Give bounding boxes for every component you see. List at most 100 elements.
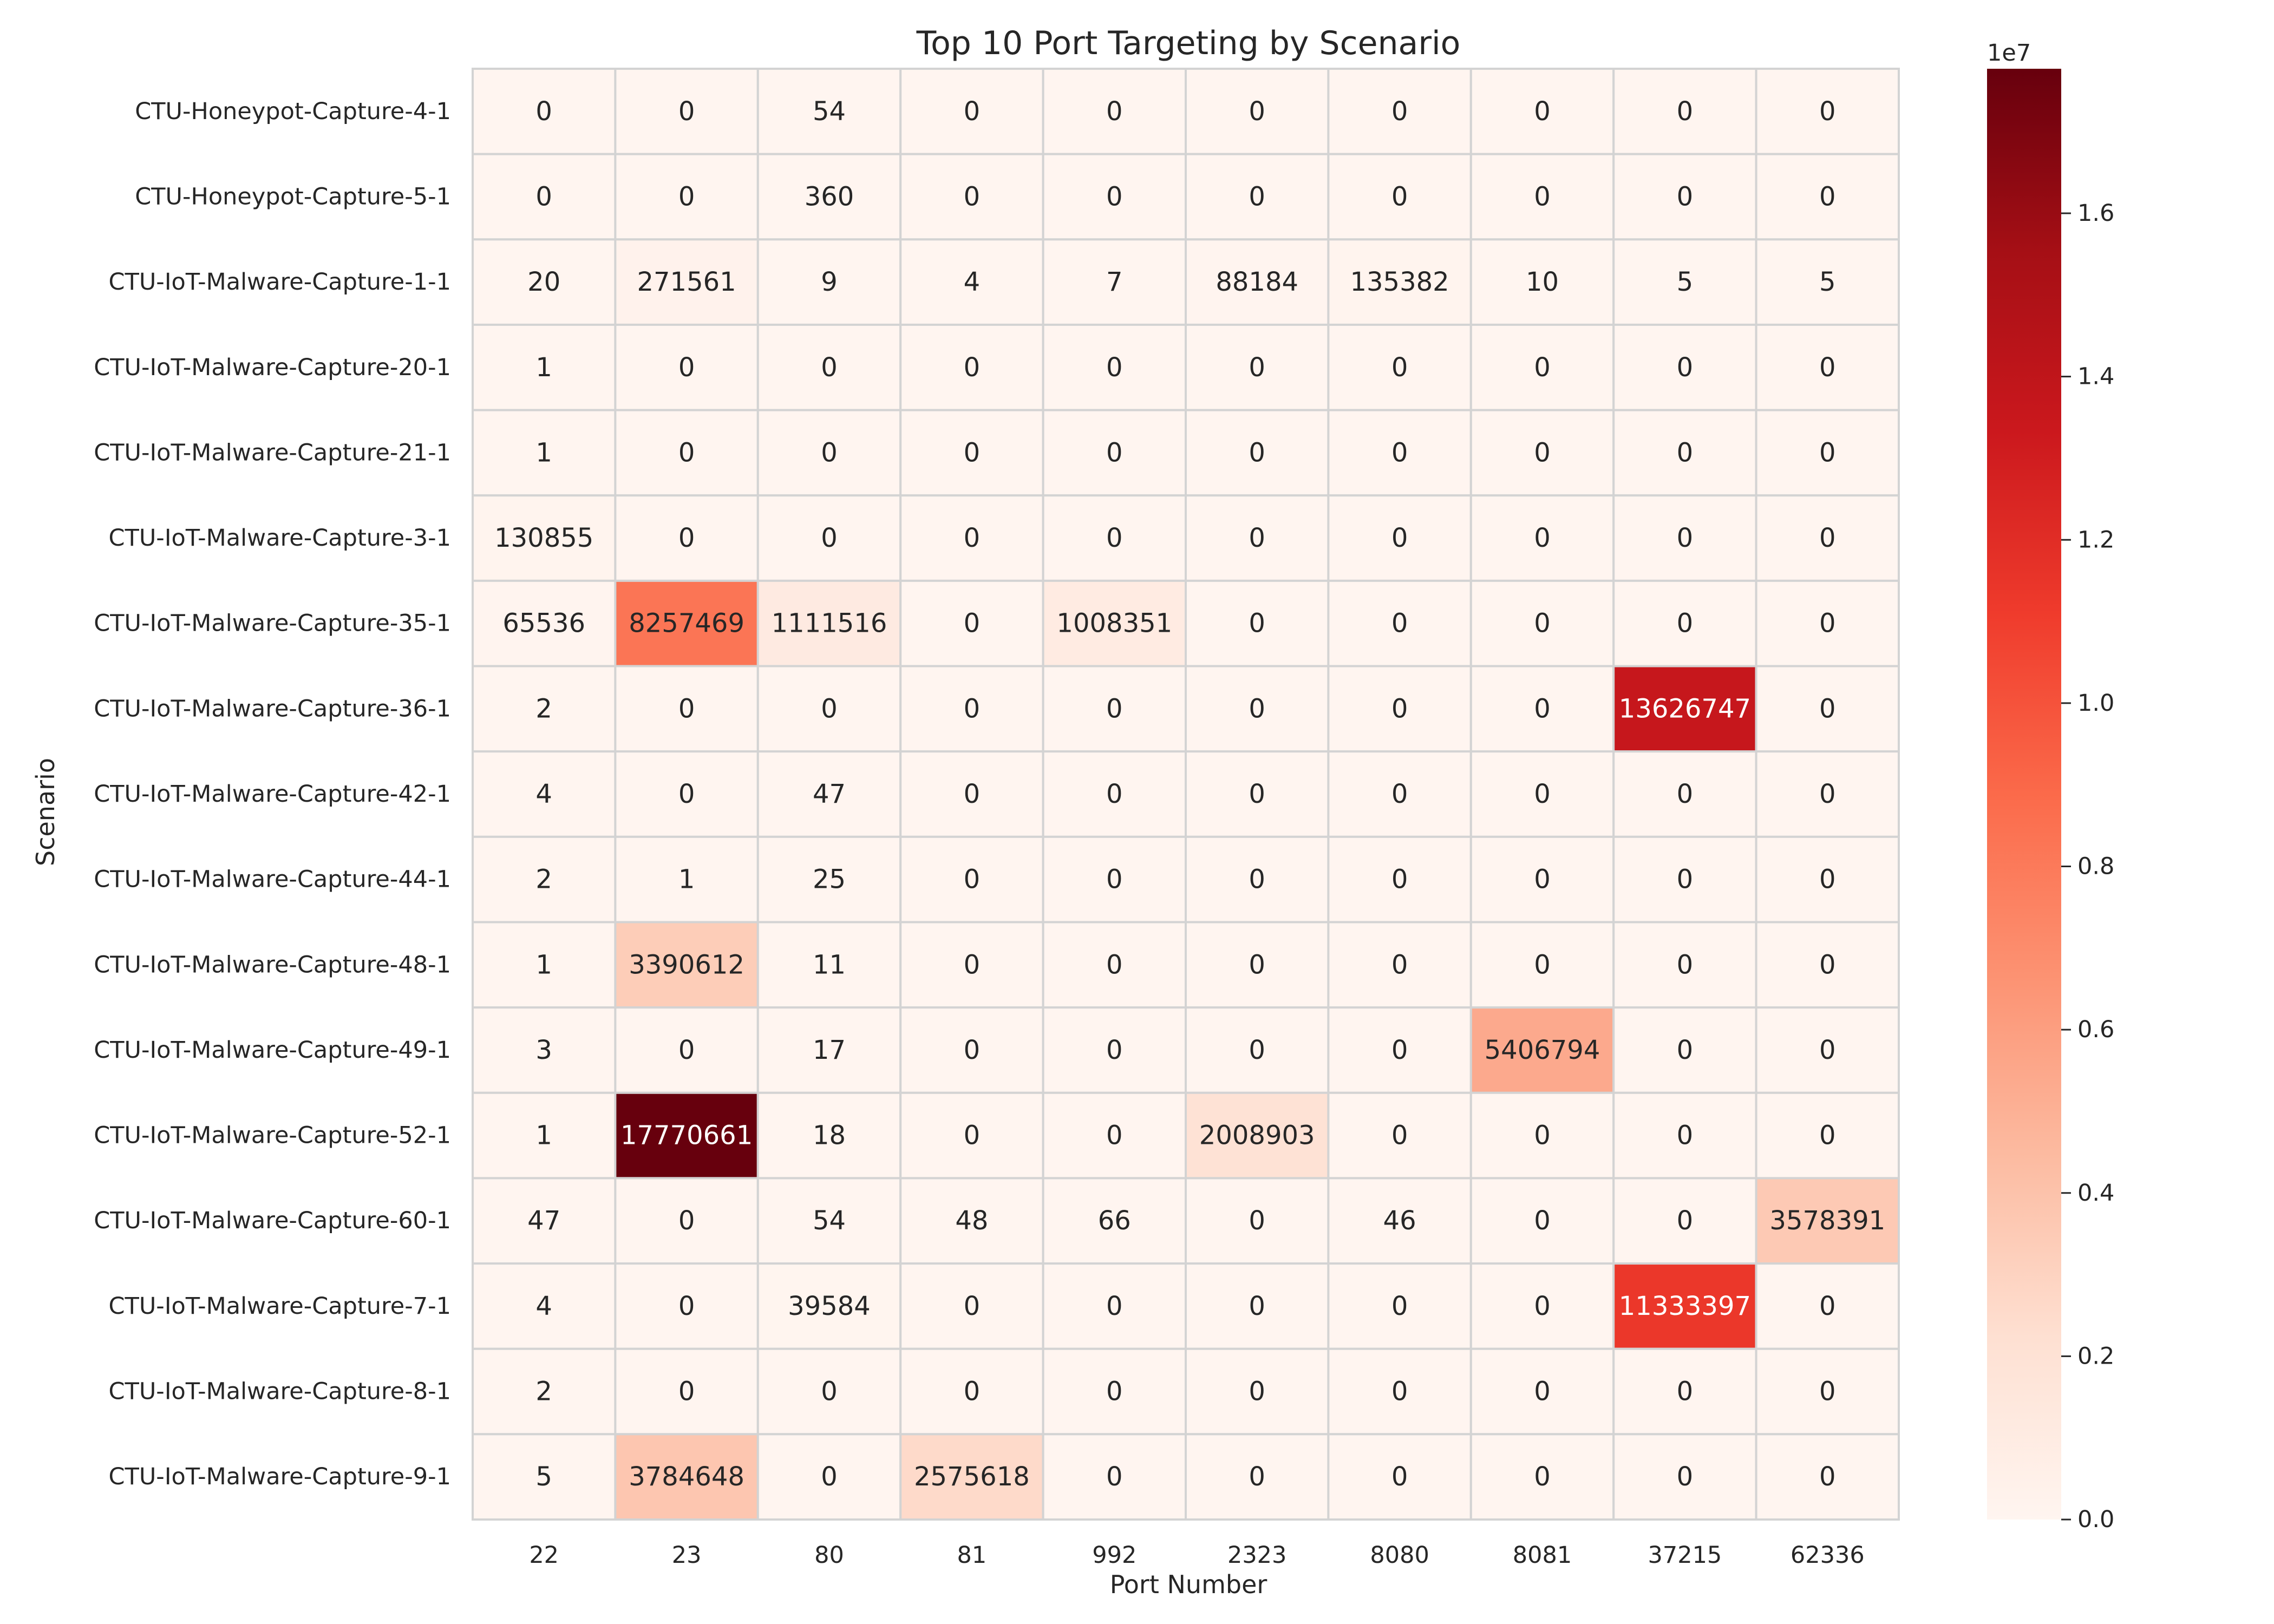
heatmap-cell <box>1612 1091 1757 1180</box>
cell-value-label: 0 <box>1106 1462 1123 1492</box>
heatmap-cell <box>899 1177 1044 1265</box>
heatmap-cell <box>899 153 1044 241</box>
cell-value-label: 0 <box>1249 693 1265 724</box>
heatmap-cell <box>1042 409 1187 497</box>
heatmap-cell <box>614 68 759 155</box>
heatmap-cell <box>1469 579 1615 667</box>
heatmap-cell <box>1185 494 1330 582</box>
cell-value-label: 54 <box>813 1206 846 1236</box>
heatmap-cell <box>1042 835 1187 924</box>
cell-value-label: 0 <box>821 693 838 724</box>
heatmap-cell <box>1469 750 1615 838</box>
cell-value-label: 0 <box>1106 352 1123 383</box>
cell-value-label: 0 <box>1391 1121 1408 1151</box>
heatmap-cell <box>1469 238 1615 326</box>
cell-value-label: 0 <box>1391 1035 1408 1065</box>
cell-value-label: 0 <box>1249 608 1265 639</box>
cell-value-label: 130855 <box>494 523 593 553</box>
heatmap-cell <box>1755 1433 1900 1521</box>
cell-value-label: 9 <box>821 267 838 297</box>
cell-value-label: 0 <box>678 352 695 383</box>
heatmap-cell <box>614 1006 759 1094</box>
heatmap-cell <box>1469 835 1615 924</box>
cell-value-label: 0 <box>1391 1462 1408 1492</box>
heatmap-cell <box>1469 1006 1615 1094</box>
cell-value-label: 0 <box>964 1121 981 1151</box>
colorbar-tick-label: 1.0 <box>2077 690 2114 717</box>
cell-value-label: 0 <box>1106 1291 1123 1321</box>
cell-value-label: 0 <box>1677 865 1694 895</box>
cell-value-label: 360 <box>805 181 854 212</box>
heatmap-cell <box>1755 323 1900 411</box>
heatmap-cell <box>472 323 617 411</box>
heatmap-cell <box>1469 1433 1615 1521</box>
heatmap-cell <box>1327 153 1472 241</box>
heatmap-cell <box>1469 665 1615 753</box>
cell-value-label: 17 <box>813 1035 846 1065</box>
cell-value-label: 0 <box>1819 437 1836 468</box>
heatmap-cell <box>1469 1262 1615 1350</box>
heatmap-cell <box>756 921 902 1009</box>
heatmap-cell <box>1469 68 1615 155</box>
cell-value-label: 0 <box>1534 523 1551 553</box>
heatmap-cell <box>756 1091 902 1180</box>
cell-value-label: 0 <box>678 437 695 468</box>
x-tick-label: 37215 <box>1648 1542 1722 1569</box>
cell-value-label: 0 <box>1534 693 1551 724</box>
y-tick-label: CTU-IoT-Malware-Capture-52-1 <box>94 1122 451 1149</box>
heatmap-cell <box>756 409 902 497</box>
cell-value-label: 0 <box>1249 1206 1265 1236</box>
cell-value-label: 0 <box>1106 181 1123 212</box>
heatmap-cell <box>472 68 617 155</box>
cell-value-label: 0 <box>1534 949 1551 980</box>
cell-value-label: 0 <box>1677 96 1694 127</box>
y-tick-label: CTU-IoT-Malware-Capture-42-1 <box>94 781 451 808</box>
cell-value-label: 25 <box>813 865 846 895</box>
cell-value-label: 0 <box>964 1035 981 1065</box>
y-tick-label: CTU-IoT-Malware-Capture-60-1 <box>94 1207 451 1234</box>
cell-value-label: 0 <box>678 1206 695 1236</box>
cell-value-label: 0 <box>1534 779 1551 809</box>
cell-value-label: 0 <box>678 523 695 553</box>
cell-value-label: 0 <box>1106 1121 1123 1151</box>
heatmap-cell <box>1042 750 1187 838</box>
heatmap-cell <box>614 1347 759 1436</box>
y-axis-label: Scenario <box>31 758 60 866</box>
colorbar-tick-label: 0.8 <box>2077 853 2114 880</box>
cell-value-label: 0 <box>1677 1377 1694 1407</box>
cell-value-label: 0 <box>1819 1121 1836 1151</box>
heatmap-cell <box>472 835 617 924</box>
cell-value-label: 0 <box>1249 1291 1265 1321</box>
heatmap-cell <box>614 665 759 753</box>
cell-value-label: 5 <box>1819 267 1836 297</box>
cell-value-label: 0 <box>964 865 981 895</box>
y-tick-label: CTU-IoT-Malware-Capture-20-1 <box>94 354 451 381</box>
heatmap-cell <box>614 238 759 326</box>
cell-value-label: 1111516 <box>772 608 887 639</box>
cell-value-label: 3 <box>535 1035 552 1065</box>
cell-value-label: 0 <box>1249 1462 1265 1492</box>
cell-value-label: 0 <box>1677 608 1694 639</box>
cell-value-label: 0 <box>1677 1462 1694 1492</box>
cell-value-label: 2575618 <box>914 1462 1030 1492</box>
heatmap-cell <box>614 1091 759 1180</box>
cell-value-label: 0 <box>1391 693 1408 724</box>
cell-value-label: 2 <box>535 865 552 895</box>
cell-value-label: 0 <box>964 181 981 212</box>
heatmap-cell <box>899 750 1044 838</box>
y-axis-tick-labels: CTU-Honeypot-Capture-4-1 CTU-Honeypot-Cap… <box>94 98 451 1490</box>
heatmap-cell <box>899 579 1044 667</box>
heatmap-cell <box>1327 1347 1472 1436</box>
cell-value-label: 0 <box>964 779 981 809</box>
y-tick-label: CTU-Honeypot-Capture-5-1 <box>135 183 451 210</box>
y-tick-label: CTU-IoT-Malware-Capture-9-1 <box>109 1463 451 1490</box>
cell-value-label: 271561 <box>637 267 736 297</box>
heatmap-cell <box>1612 409 1757 497</box>
heatmap-cell <box>472 238 617 326</box>
cell-value-label: 0 <box>1391 1377 1408 1407</box>
cell-value-label: 0 <box>1391 779 1408 809</box>
heatmap-cell <box>1755 665 1900 753</box>
cell-value-label: 48 <box>955 1206 988 1236</box>
cell-value-label: 4 <box>964 267 981 297</box>
x-tick-label: 2323 <box>1227 1542 1286 1569</box>
